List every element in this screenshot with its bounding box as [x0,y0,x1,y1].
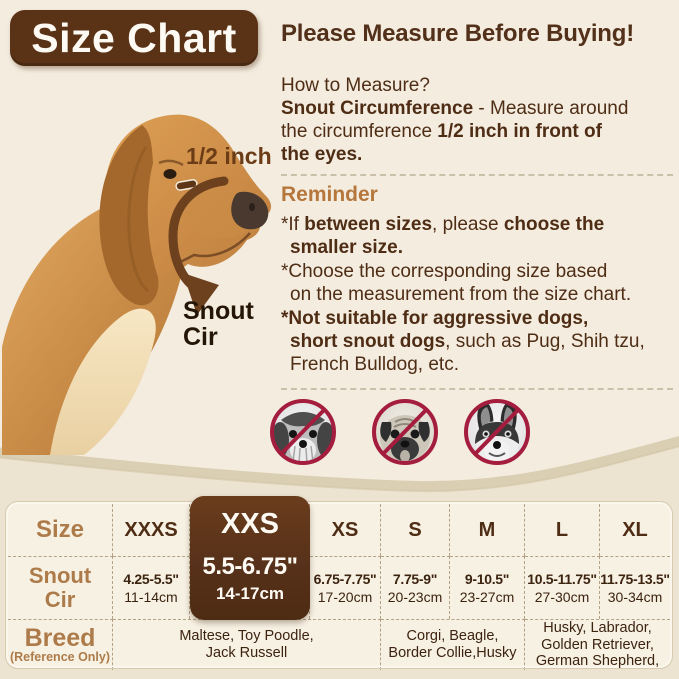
highlighted-size-inches: 5.5-6.75" [202,553,298,580]
snout-cir-label: Snout Cir [183,297,254,351]
row-label-snout-cir: Snout Cir [8,556,113,619]
snout-cell-xxxs: 4.25-5.5" 11-14cm [113,556,190,619]
snout-cell-xl: 11.75-13.5" 30-34cm [600,556,670,619]
size-chart-table: Size XXXS XS S M L XL Snout Cir 4.25-5.5… [5,501,673,670]
how-to-measure-text: Snout Circumference - Measure around the… [281,98,629,165]
reminder-bullet-2: *Choose the corresponding size based on … [281,261,632,305]
half-inch-tick [175,179,198,191]
snout-cell-xs: 6.75-7.75" 17-20cm [310,556,381,619]
size-chart-title-box: Size Chart [10,10,258,66]
dashed-divider [281,174,673,176]
dog-photo [0,95,290,455]
breed-cell-medium: Corgi, Beagle, Border Collie,Husky [381,619,525,670]
no-french-bulldog-icon [461,396,533,468]
half-inch-label: 1/2 inch [186,143,272,169]
snout-cell-l: 10.5-11.75" 27-30cm [525,556,600,619]
highlighted-size-cm: 14-17cm [215,584,285,603]
col-header-m: M [450,504,525,556]
dashed-divider [281,388,673,390]
size-chart-title: Size Chart [31,14,237,61]
highlighted-size-label: XXS [220,508,280,540]
no-pug-icon [369,396,441,468]
col-header-size: Size [8,504,113,556]
reminder-heading: Reminder [281,183,378,206]
row-label-breed: Breed (Reference Only) [8,619,113,670]
snout-cell-s: 7.75-9" 20-23cm [381,556,450,619]
reminder-bullet-1: *If between sizes, please choose the sma… [281,214,605,258]
headline: Please Measure Before Buying! [281,20,634,47]
highlighted-size-xxs: XXS 5.5-6.75" 14-17cm [190,496,310,620]
breed-cell-large: Husky, Labrador, Golden Retriever, Germa… [525,619,670,670]
reminder-bullet-3: *Not suitable for aggressive dogs, short… [281,308,645,375]
col-header-s: S [381,504,450,556]
snout-cell-m: 9-10.5" 23-27cm [450,556,525,619]
col-header-xl: XL [622,518,648,541]
col-header-xxxs: XXXS [113,504,190,556]
no-shih-tzu-icon [267,396,339,468]
breed-cell-small: Maltese, Toy Poodle, Jack Russell [113,619,381,670]
measure-arrow [168,176,229,315]
col-header-xs: XS [310,504,381,556]
how-to-measure-heading: How to Measure? [281,75,430,96]
prohibited-breeds-row [0,396,679,468]
col-header-l: L [525,504,600,556]
measure-instructions-panel: How to Measure? Snout Circumference - Me… [281,74,677,397]
golden-retriever-illustration [2,114,272,455]
